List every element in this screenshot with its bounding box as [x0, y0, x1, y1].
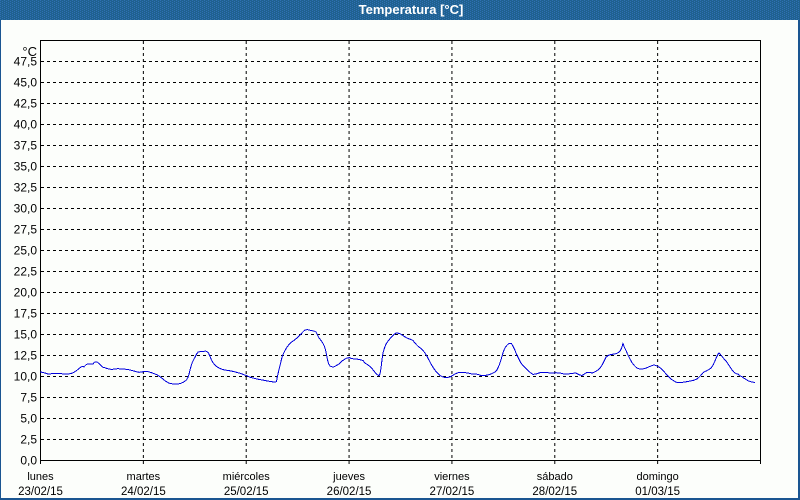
svg-text:°C: °C	[22, 44, 37, 59]
svg-text:domingo: domingo	[637, 471, 679, 483]
svg-text:27,5: 27,5	[14, 223, 38, 237]
svg-text:27/02/15: 27/02/15	[430, 486, 475, 498]
svg-text:24/02/15: 24/02/15	[121, 486, 166, 498]
svg-text:25/02/15: 25/02/15	[224, 486, 269, 498]
svg-text:20,0: 20,0	[14, 286, 38, 300]
svg-text:lunes: lunes	[27, 471, 54, 483]
svg-text:15,0: 15,0	[14, 328, 38, 342]
svg-text:45,0: 45,0	[14, 76, 38, 90]
svg-text:12,5: 12,5	[14, 349, 38, 363]
svg-text:2,5: 2,5	[20, 433, 37, 447]
svg-text:martes: martes	[127, 471, 161, 483]
svg-text:25,0: 25,0	[14, 244, 38, 258]
svg-text:23/02/15: 23/02/15	[18, 486, 63, 498]
svg-text:30,0: 30,0	[14, 202, 38, 216]
svg-text:miércoles: miércoles	[223, 471, 271, 483]
svg-text:10,0: 10,0	[14, 370, 38, 384]
svg-text:5,0: 5,0	[20, 412, 37, 426]
svg-text:sábado: sábado	[537, 471, 573, 483]
svg-text:37,5: 37,5	[14, 139, 38, 153]
svg-text:40,0: 40,0	[14, 118, 38, 132]
svg-text:7,5: 7,5	[20, 391, 37, 405]
svg-text:viernes: viernes	[434, 471, 470, 483]
svg-text:32,5: 32,5	[14, 181, 38, 195]
svg-text:01/03/15: 01/03/15	[635, 486, 680, 498]
svg-text:Temperatura [°C]: Temperatura [°C]	[359, 2, 464, 17]
svg-text:35,0: 35,0	[14, 160, 38, 174]
svg-text:28/02/15: 28/02/15	[532, 486, 577, 498]
svg-text:0,0: 0,0	[20, 454, 37, 468]
svg-text:42,5: 42,5	[14, 97, 38, 111]
svg-text:17,5: 17,5	[14, 307, 38, 321]
svg-text:47,5: 47,5	[14, 55, 38, 69]
svg-text:22,5: 22,5	[14, 265, 38, 279]
svg-text:26/02/15: 26/02/15	[327, 486, 372, 498]
svg-text:jueves: jueves	[332, 471, 365, 483]
